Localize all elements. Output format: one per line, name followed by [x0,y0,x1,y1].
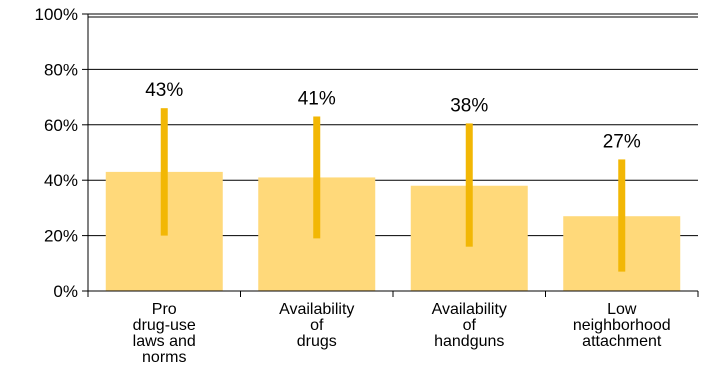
axes [82,13,699,297]
data-label: 27% [603,131,641,152]
y-tick-label: 40% [44,171,78,190]
data-label: 41% [298,88,336,109]
category-label-line: attachment [582,333,662,350]
category-label-line: Availability [279,301,354,318]
category-label: Low neighborhood attachment [573,301,671,350]
data-label: 38% [450,95,488,116]
error-bars [160,108,626,272]
category-label-line: Low [607,301,637,318]
error-bar [618,159,626,272]
data-labels: 43% 41% 38% 27% [145,80,641,152]
error-bar [160,108,168,236]
category-label-line: of [310,317,324,334]
y-tick-label: 20% [44,227,78,246]
category-label: Pro drug-use laws and norms [133,301,196,366]
y-axis-ticks: 0% 20% 40% 60% 80% 100% [35,5,78,301]
category-label-line: handguns [434,333,504,350]
y-tick-label: 60% [44,116,78,135]
category-label-line: laws and [133,333,196,350]
bars [105,171,681,291]
y-tick-label: 0% [53,282,78,301]
category-label: Availability of drugs [279,301,354,350]
category-label-line: neighborhood [573,317,671,334]
category-label-line: Pro [152,301,177,318]
category-label-line: drugs [297,333,337,350]
category-label-line: norms [142,349,186,366]
category-label-line: Availability [432,301,507,318]
data-label: 43% [145,80,183,101]
category-label: Availability of handguns [432,301,507,350]
error-bar [313,116,321,239]
y-tick-label: 80% [44,60,78,79]
error-bar [465,123,473,247]
category-label-line: drug-use [133,317,196,334]
y-tick-label: 100% [35,5,78,24]
category-label-line: of [463,317,477,334]
